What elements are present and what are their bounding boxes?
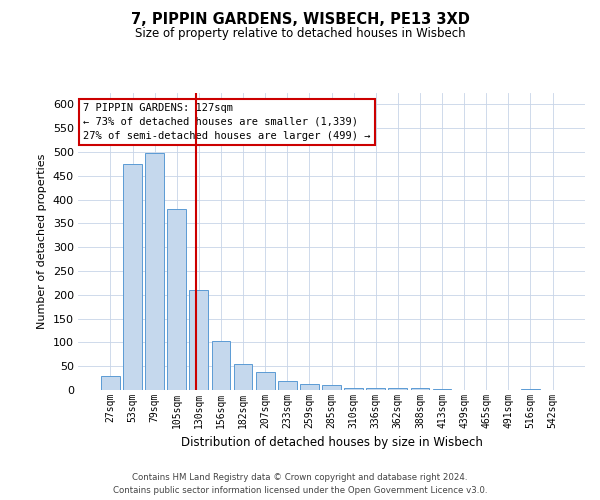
Bar	[521, 388, 540, 390]
Bar	[167, 209, 186, 390]
Bar	[300, 384, 319, 390]
Bar	[190, 290, 208, 390]
Y-axis label: Number of detached properties: Number of detached properties	[37, 154, 47, 329]
Text: Size of property relative to detached houses in Wisbech: Size of property relative to detached ho…	[134, 28, 466, 40]
Text: Contains public sector information licensed under the Open Government Licence v3: Contains public sector information licen…	[113, 486, 487, 495]
Text: 7 PIPPIN GARDENS: 127sqm
← 73% of detached houses are smaller (1,339)
27% of sem: 7 PIPPIN GARDENS: 127sqm ← 73% of detach…	[83, 103, 371, 141]
Bar	[212, 341, 230, 390]
Text: Contains HM Land Registry data © Crown copyright and database right 2024.: Contains HM Land Registry data © Crown c…	[132, 472, 468, 482]
Bar	[433, 388, 451, 390]
Bar	[123, 164, 142, 390]
X-axis label: Distribution of detached houses by size in Wisbech: Distribution of detached houses by size …	[181, 436, 482, 450]
Bar	[256, 372, 275, 390]
Bar	[410, 388, 430, 390]
Bar	[322, 385, 341, 390]
Bar	[278, 382, 296, 390]
Bar	[233, 364, 253, 390]
Text: 7, PIPPIN GARDENS, WISBECH, PE13 3XD: 7, PIPPIN GARDENS, WISBECH, PE13 3XD	[131, 12, 469, 28]
Bar	[367, 388, 385, 390]
Bar	[101, 376, 120, 390]
Bar	[145, 154, 164, 390]
Bar	[388, 388, 407, 390]
Bar	[344, 388, 363, 390]
